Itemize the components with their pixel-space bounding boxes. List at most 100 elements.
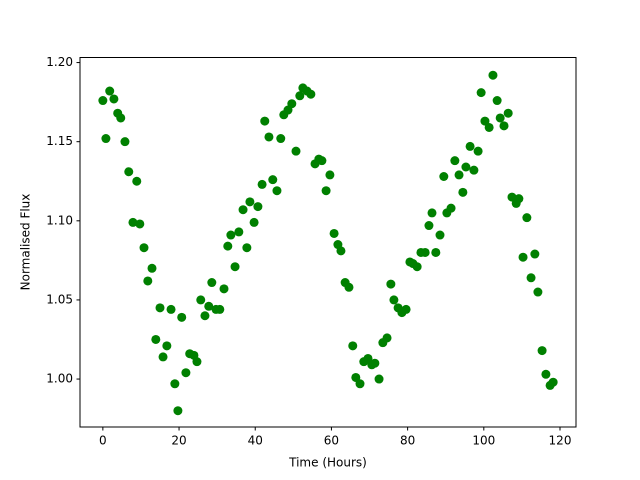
data-point: [439, 171, 449, 181]
data-point: [204, 301, 214, 311]
data-point: [200, 311, 210, 321]
data-point: [370, 358, 380, 368]
data-point: [476, 88, 486, 98]
data-point: [533, 287, 543, 297]
data-point: [454, 170, 464, 180]
x-axis-label: Time (Hours): [288, 456, 367, 470]
data-point: [507, 192, 517, 202]
data-point: [147, 263, 157, 273]
data-point: [435, 230, 445, 240]
data-point: [238, 205, 248, 215]
data-point: [268, 175, 278, 185]
data-point: [135, 219, 145, 229]
data-point: [158, 352, 168, 362]
data-point: [541, 369, 551, 379]
data-point: [446, 203, 456, 213]
x-tick-label: 0: [99, 434, 107, 448]
data-point: [548, 377, 558, 387]
y-tick-label: 1.00: [46, 372, 73, 386]
data-point: [143, 276, 153, 286]
data-point: [530, 249, 540, 259]
data-point: [272, 186, 282, 196]
data-point: [431, 247, 441, 257]
data-point: [223, 241, 233, 251]
data-point: [473, 146, 483, 156]
data-point: [226, 230, 236, 240]
data-point: [139, 243, 149, 253]
plot-frame: [79, 57, 577, 428]
data-point: [355, 379, 365, 389]
data-point: [173, 406, 183, 416]
data-point: [215, 304, 225, 314]
x-tick-label: 40: [248, 434, 263, 448]
data-point: [253, 202, 263, 212]
data-point: [166, 304, 176, 314]
x-tick-label: 100: [472, 434, 495, 448]
x-tick-label: 120: [549, 434, 572, 448]
data-point: [424, 221, 434, 231]
data-point: [488, 70, 498, 80]
y-tick-label: 1.05: [46, 292, 73, 306]
data-point: [260, 116, 270, 126]
data-point: [306, 89, 316, 99]
data-point: [461, 162, 471, 172]
data-point: [124, 167, 134, 177]
data-point: [276, 134, 286, 144]
data-point: [317, 156, 327, 166]
data-point: [207, 278, 217, 288]
data-point: [109, 94, 119, 104]
data-point: [128, 217, 138, 227]
data-point: [98, 96, 108, 106]
data-point: [105, 86, 115, 96]
data-point: [522, 213, 532, 223]
data-point: [249, 217, 259, 227]
data-point: [458, 187, 468, 197]
x-tick-label: 60: [324, 434, 339, 448]
data-point: [518, 252, 528, 262]
data-point: [120, 137, 130, 147]
data-point: [484, 122, 494, 132]
data-point: [329, 228, 339, 238]
y-axis-label: Normalised Flux: [19, 194, 33, 291]
data-point: [116, 113, 126, 123]
data-point: [537, 346, 547, 356]
x-tick-label: 80: [400, 434, 415, 448]
data-point: [177, 312, 187, 322]
data-point: [151, 334, 161, 344]
data-point: [465, 141, 475, 151]
data-point: [401, 304, 411, 314]
data-point: [155, 303, 165, 313]
data-point: [503, 108, 513, 118]
data-point: [181, 368, 191, 378]
data-point: [499, 121, 509, 131]
data-point: [257, 179, 267, 189]
data-point: [264, 132, 274, 142]
data-point: [230, 262, 240, 272]
data-point: [382, 333, 392, 343]
data-point: [526, 273, 536, 283]
data-point: [492, 96, 502, 106]
y-tick-label: 1.10: [46, 213, 73, 227]
data-point: [412, 262, 422, 272]
data-point: [101, 134, 111, 144]
data-point: [344, 282, 354, 292]
data-point: [170, 379, 180, 389]
data-point: [321, 186, 331, 196]
data-point: [348, 341, 358, 351]
data-point: [291, 146, 301, 156]
data-point: [514, 194, 524, 204]
data-point: [420, 247, 430, 257]
data-point: [234, 227, 244, 237]
data-point: [374, 374, 384, 384]
y-tick-label: 1.15: [46, 134, 73, 148]
data-point: [469, 165, 479, 175]
data-point: [192, 357, 202, 367]
x-tick-label: 20: [171, 434, 186, 448]
data-point: [336, 246, 346, 256]
y-tick-label: 1.20: [46, 55, 73, 69]
data-point: [219, 284, 229, 294]
data-point: [386, 279, 396, 289]
data-point: [351, 372, 361, 382]
